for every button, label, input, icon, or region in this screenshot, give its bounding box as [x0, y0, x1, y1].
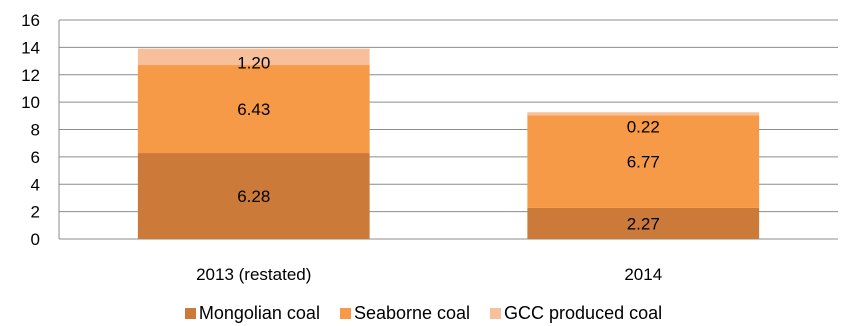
- y-tick-label: 10: [21, 93, 40, 112]
- data-label: 1.20: [237, 54, 270, 73]
- data-label: 2.27: [627, 214, 660, 233]
- data-label: 0.22: [627, 117, 660, 136]
- legend-swatch-gcc: [490, 308, 502, 319]
- y-tick-label: 2: [31, 203, 40, 222]
- bar-segment: [137, 153, 370, 239]
- legend-label-gcc: GCC produced coal: [504, 303, 663, 323]
- stacked-bar-chart: 0 2 4 6 8 10 12 14 16 6.28 6.43 1.20 2.27 6.77 0.22 2…: [21, 11, 838, 284]
- y-tick-label: 12: [21, 66, 40, 85]
- legend-label-mongolian: Mongolian coal: [198, 303, 320, 323]
- bars: 6.28 6.43 1.20 2.27 6.77 0.22: [137, 48, 760, 239]
- legend-item-gcc: GCC produced coal: [490, 303, 662, 324]
- bar-segment: [527, 207, 760, 239]
- bar-segment: [137, 48, 370, 66]
- data-label: 6.28: [237, 187, 270, 206]
- y-axis: 0 2 4 6 8 10 12 14 16: [21, 11, 60, 249]
- data-label: 6.43: [237, 100, 270, 119]
- legend-swatch-mongolian: [184, 308, 196, 319]
- x-axis: 2013 (restated) 2014: [196, 265, 662, 284]
- y-tick-label: 16: [21, 11, 40, 30]
- y-tick-label: 14: [21, 38, 40, 57]
- y-tick-label: 6: [31, 148, 40, 167]
- bar-segment: [137, 65, 370, 154]
- y-tick-label: 8: [31, 121, 40, 140]
- legend-item-seaborne: Seaborne coal: [339, 303, 471, 324]
- legend-label-seaborne: Seaborne coal: [353, 303, 471, 323]
- x-tick-label: 2014: [624, 265, 662, 284]
- legend-item-mongolian: Mongolian coal: [184, 303, 320, 324]
- data-label: 6.77: [627, 153, 660, 172]
- x-tick-label: 2013 (restated): [196, 265, 311, 284]
- bar-segment: [527, 115, 760, 208]
- y-tick-label: 0: [31, 230, 40, 249]
- legend: Mongolian coal Seaborne coal GCC produce…: [0, 301, 847, 326]
- legend-swatch-seaborne: [339, 308, 351, 319]
- bar-segment: [527, 112, 760, 116]
- y-tick-label: 4: [31, 175, 40, 194]
